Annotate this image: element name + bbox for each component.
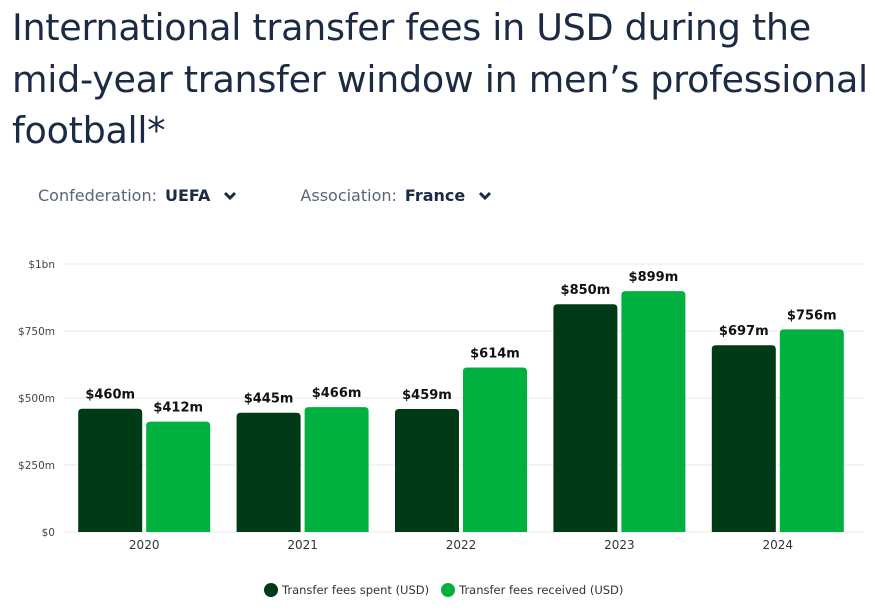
chevron-down-icon bbox=[224, 191, 237, 200]
bar-received bbox=[463, 367, 527, 532]
page-title: International transfer fees in USD durin… bbox=[12, 6, 868, 152]
bar-spent bbox=[78, 408, 143, 532]
association-filter[interactable]: Association: France bbox=[300, 186, 493, 205]
data-label: $460m bbox=[85, 388, 135, 403]
data-label: $459m bbox=[402, 388, 452, 403]
bar-chart: $0 $250m $500m $750m $1bn 2020 $460m $412m 2021 $… bbox=[18, 259, 865, 552]
legend-swatch bbox=[264, 583, 278, 597]
data-label: $445m bbox=[244, 392, 294, 407]
legend-label: Transfer fees spent (USD) bbox=[282, 583, 430, 597]
y-tick-label: $750m bbox=[18, 326, 55, 338]
bar-received bbox=[621, 291, 686, 532]
x-tick-label: 2020 bbox=[129, 538, 160, 552]
bar-spent bbox=[395, 408, 459, 532]
data-label: $697m bbox=[719, 324, 769, 339]
legend: Transfer fees spent (USD) Transfer fees … bbox=[264, 583, 623, 597]
x-tick-label: 2023 bbox=[604, 538, 635, 552]
bar-spent bbox=[711, 345, 776, 532]
legend-swatch bbox=[441, 583, 456, 597]
bar-received bbox=[304, 407, 369, 532]
filter-label: Confederation: bbox=[38, 186, 157, 205]
bar-received bbox=[779, 329, 844, 532]
x-tick-label: 2021 bbox=[287, 538, 318, 552]
bar-spent bbox=[236, 412, 301, 532]
data-label: $850m bbox=[561, 283, 611, 298]
data-label: $756m bbox=[787, 308, 837, 323]
legend-label: Transfer fees received (USD) bbox=[459, 583, 624, 597]
data-label: $899m bbox=[629, 270, 679, 285]
legend-item-spent[interactable]: Transfer fees spent (USD) bbox=[264, 583, 429, 597]
bar-received bbox=[146, 421, 211, 532]
y-tick-label: $500m bbox=[18, 393, 55, 405]
confederation-filter[interactable]: Confederation: UEFA bbox=[38, 186, 238, 205]
x-tick-label: 2024 bbox=[763, 538, 794, 552]
chevron-down-icon bbox=[479, 191, 492, 200]
data-label: $614m bbox=[470, 346, 520, 361]
x-tick-label: 2022 bbox=[446, 538, 477, 552]
filter-label: Association: bbox=[300, 186, 397, 205]
data-label: $412m bbox=[153, 401, 203, 416]
filter-value: UEFA bbox=[165, 186, 211, 205]
data-label: $466m bbox=[312, 386, 362, 401]
y-tick-label: $250m bbox=[18, 460, 55, 472]
legend-item-received[interactable]: Transfer fees received (USD) bbox=[441, 583, 623, 597]
bar-spent bbox=[553, 304, 618, 532]
filter-value: France bbox=[404, 186, 466, 205]
y-tick-label: $0 bbox=[42, 527, 55, 539]
y-tick-label: $1bn bbox=[28, 259, 55, 271]
